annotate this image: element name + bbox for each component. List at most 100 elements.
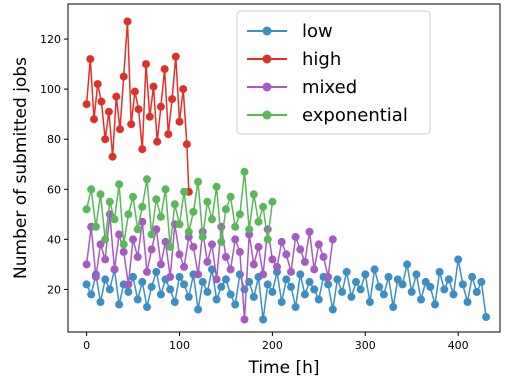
data-point-mixed [259,270,268,279]
data-point-mixed [152,225,161,234]
data-point-low [277,298,286,306]
legend-label-mixed: mixed [302,77,357,98]
data-point-mixed [194,270,203,279]
data-point-exponential [221,205,230,214]
data-point-high [104,107,113,116]
legend-item-low: low [247,21,333,42]
y-axis-label: Number of submitted jobs [11,57,31,279]
data-point-mixed [235,247,244,256]
data-point-mixed [314,240,323,249]
data-point-low [198,277,207,286]
data-point-exponential [240,167,249,176]
data-point-high [123,17,132,26]
data-point-exponential [226,192,235,201]
data-point-mixed [166,272,175,281]
data-point-low [407,287,416,296]
data-point-mixed [282,250,291,259]
data-point-mixed [277,237,286,246]
data-point-exponential [166,242,175,251]
data-point-high [168,95,177,104]
data-point-high [134,105,143,114]
data-point-low [431,300,439,309]
data-point-high [82,100,91,109]
data-point-low [393,275,402,284]
legend-item-exponential: exponential [247,105,408,126]
data-point-low [389,303,398,311]
data-point-low [342,267,351,276]
data-point-low [124,287,133,296]
legend-label-low: low [302,21,333,42]
data-point-low [268,287,277,296]
data-point-exponential [82,205,91,214]
data-point-low [170,298,179,306]
data-point-exponential [87,185,96,194]
data-point-low [194,305,203,314]
data-point-low [328,305,337,314]
data-point-low [156,290,165,299]
data-point-high [97,97,106,106]
data-point-low [440,285,449,294]
data-point-low [417,295,425,304]
data-point-exponential [105,197,114,206]
data-point-low [115,300,124,309]
series-mixed [82,210,337,324]
data-point-low [324,280,333,289]
data-point-exponential [156,212,165,221]
data-point-low [184,292,193,301]
data-point-low [398,280,407,289]
data-point-mixed [310,265,319,274]
y-tick-label: 80 [47,133,61,146]
data-point-exponential [184,227,193,236]
data-point-low [468,272,477,281]
data-point-mixed [273,262,281,271]
data-point-exponential [152,195,161,204]
data-point-low [249,292,258,301]
data-point-high [127,120,136,129]
data-point-exponential [189,207,198,216]
data-point-exponential [143,175,151,184]
data-point-mixed [147,245,156,254]
data-point-exponential [138,202,147,211]
data-point-high [160,65,169,74]
x-tick-label: 200 [262,339,283,352]
data-point-low [403,260,412,269]
data-point-low [296,270,305,279]
data-point-exponential [198,232,207,241]
data-point-mixed [221,252,230,261]
data-point-high [138,145,147,154]
data-point-exponential [101,235,110,244]
data-point-exponential [180,187,189,196]
y-tick-label: 120 [40,33,61,46]
data-point-low [310,285,319,294]
data-point-exponential [268,197,277,206]
data-point-low [347,292,356,301]
data-point-high [93,80,102,89]
data-point-exponential [249,190,258,199]
x-tick-label: 100 [169,339,190,352]
data-point-low [412,270,421,279]
data-point-low [263,280,272,289]
data-point-exponential [245,225,254,234]
data-point-mixed [254,242,263,251]
data-point-low [101,275,110,284]
data-point-exponential [147,230,156,239]
data-point-low [138,277,147,286]
data-point-high [182,140,191,149]
data-point-low [147,282,156,291]
data-point-low [300,290,309,299]
data-point-low [426,282,435,291]
data-point-mixed [291,232,300,241]
data-point-low [458,280,467,289]
legend-label-exponential: exponential [302,105,408,126]
data-point-high [119,72,128,81]
data-point-exponential [119,240,128,249]
series-line-exponential [85,171,274,247]
data-point-low [482,313,491,321]
data-point-mixed [129,235,137,244]
data-point-mixed [208,240,216,249]
data-point-mixed [268,255,277,264]
data-point-low [449,290,458,299]
data-point-exponential [212,182,221,191]
data-point-low [166,285,175,294]
